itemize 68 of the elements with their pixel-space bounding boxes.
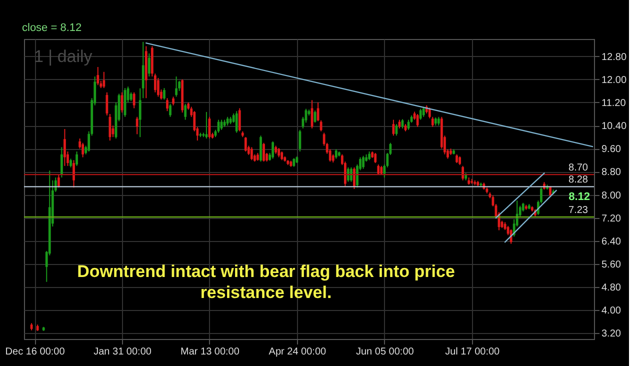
ref-line-label: 8.28 <box>568 174 588 186</box>
candlestick <box>250 146 253 161</box>
candlestick <box>262 142 265 162</box>
candlestick <box>184 103 187 120</box>
candlestick <box>102 71 106 89</box>
candlestick <box>462 165 464 181</box>
annotation: 1 | daily <box>34 47 93 66</box>
candlestick <box>166 98 168 112</box>
candlestick <box>244 136 247 152</box>
x-tick-label: Mar 13 00:00 <box>180 346 240 358</box>
y-tick-label: 3.20 <box>602 328 622 340</box>
candlestick <box>350 166 352 182</box>
candlestick <box>60 146 63 178</box>
candlestick <box>235 110 238 134</box>
y-tick-label: 4.80 <box>602 282 622 294</box>
annotation: 8.12 <box>568 191 590 203</box>
candlestick <box>392 119 395 136</box>
candlestick <box>272 140 274 160</box>
candlestick <box>428 107 431 119</box>
x-tick-label: Apr 24 00:00 <box>268 346 327 358</box>
candlestick <box>148 52 150 77</box>
ref-line-label: 7.23 <box>568 204 588 216</box>
candlestick <box>163 88 166 100</box>
candlestick <box>142 41 144 99</box>
candlestick <box>347 166 350 182</box>
candlestick <box>136 116 138 135</box>
candlestick <box>96 66 100 86</box>
candlestick <box>157 77 160 98</box>
y-tick-label: 11.20 <box>602 98 626 109</box>
candlestick <box>169 103 172 118</box>
x-tick-label: Jan 31 00:00 <box>94 346 152 358</box>
candlestick <box>238 108 241 132</box>
y-tick-label: 7.20 <box>602 213 622 224</box>
y-tick-label: 6.40 <box>602 236 622 248</box>
candlestick <box>106 92 108 116</box>
y-tick-label: 9.60 <box>602 144 622 156</box>
candlestick <box>72 160 75 188</box>
ref-line-label: 8.70 <box>568 162 588 174</box>
y-tick-label: 8.80 <box>602 167 622 178</box>
x-tick-label: Dec 16 00:00 <box>5 346 66 358</box>
candlestick <box>64 128 66 166</box>
candlestick <box>362 155 364 170</box>
candlestick <box>353 166 356 190</box>
x-tick-label: Jun 05 00:00 <box>356 346 414 358</box>
y-tick-label: 8.00 <box>602 190 622 202</box>
candlestick <box>377 164 380 176</box>
x-tick-label: Jul 17 00:00 <box>445 346 500 358</box>
candlestick <box>132 92 136 109</box>
y-tick-label: 10.40 <box>602 121 627 132</box>
candlestick <box>175 76 178 98</box>
y-tick-label: 5.60 <box>602 260 622 270</box>
candlestick <box>334 148 338 160</box>
y-tick-label: 4.00 <box>602 306 622 317</box>
y-tick-label: 12.80 <box>602 52 627 63</box>
candlestick <box>260 135 262 162</box>
candlestick <box>431 116 434 128</box>
candlestick <box>416 114 419 128</box>
candlestick <box>82 142 84 158</box>
candlestick <box>422 106 425 118</box>
candlestick <box>320 120 322 132</box>
candlestick <box>278 148 280 158</box>
candlestick <box>374 152 377 164</box>
candlestick <box>76 151 78 166</box>
candlestick <box>138 88 142 138</box>
y-tick-label: 12.00 <box>602 74 627 86</box>
text: close = 8.12 <box>22 22 82 34</box>
candlestick <box>419 108 422 120</box>
annotation: Downtrend intact with bear flag back into price resistance level. <box>77 262 455 302</box>
